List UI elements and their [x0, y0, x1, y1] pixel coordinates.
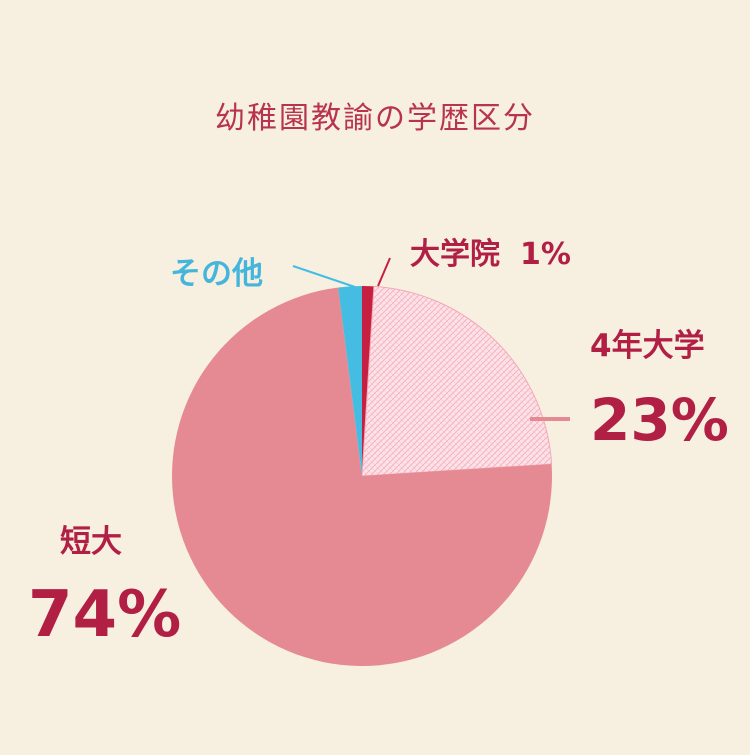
slice-label-four-year: 4年大学: [590, 328, 705, 364]
leader-line-graduate: [377, 257, 391, 287]
pie-slices: [172, 285, 553, 667]
slice-label-other: その他: [170, 256, 263, 292]
slice-junior-college: [172, 287, 552, 667]
leader-line-other: [292, 265, 356, 288]
chart-title: 幼稚園教諭の学歴区分: [215, 101, 535, 136]
slice-percent-junior-college: 74%: [28, 578, 181, 652]
slice-label-graduate: 大学院: [410, 237, 500, 272]
slice-other: [338, 286, 362, 476]
slice-label-junior-college: 短大: [60, 524, 122, 560]
slice-percent-four-year: 23%: [590, 386, 729, 454]
slice-four-year: [361, 285, 553, 477]
slice-percent-graduate: 1%: [520, 237, 571, 272]
